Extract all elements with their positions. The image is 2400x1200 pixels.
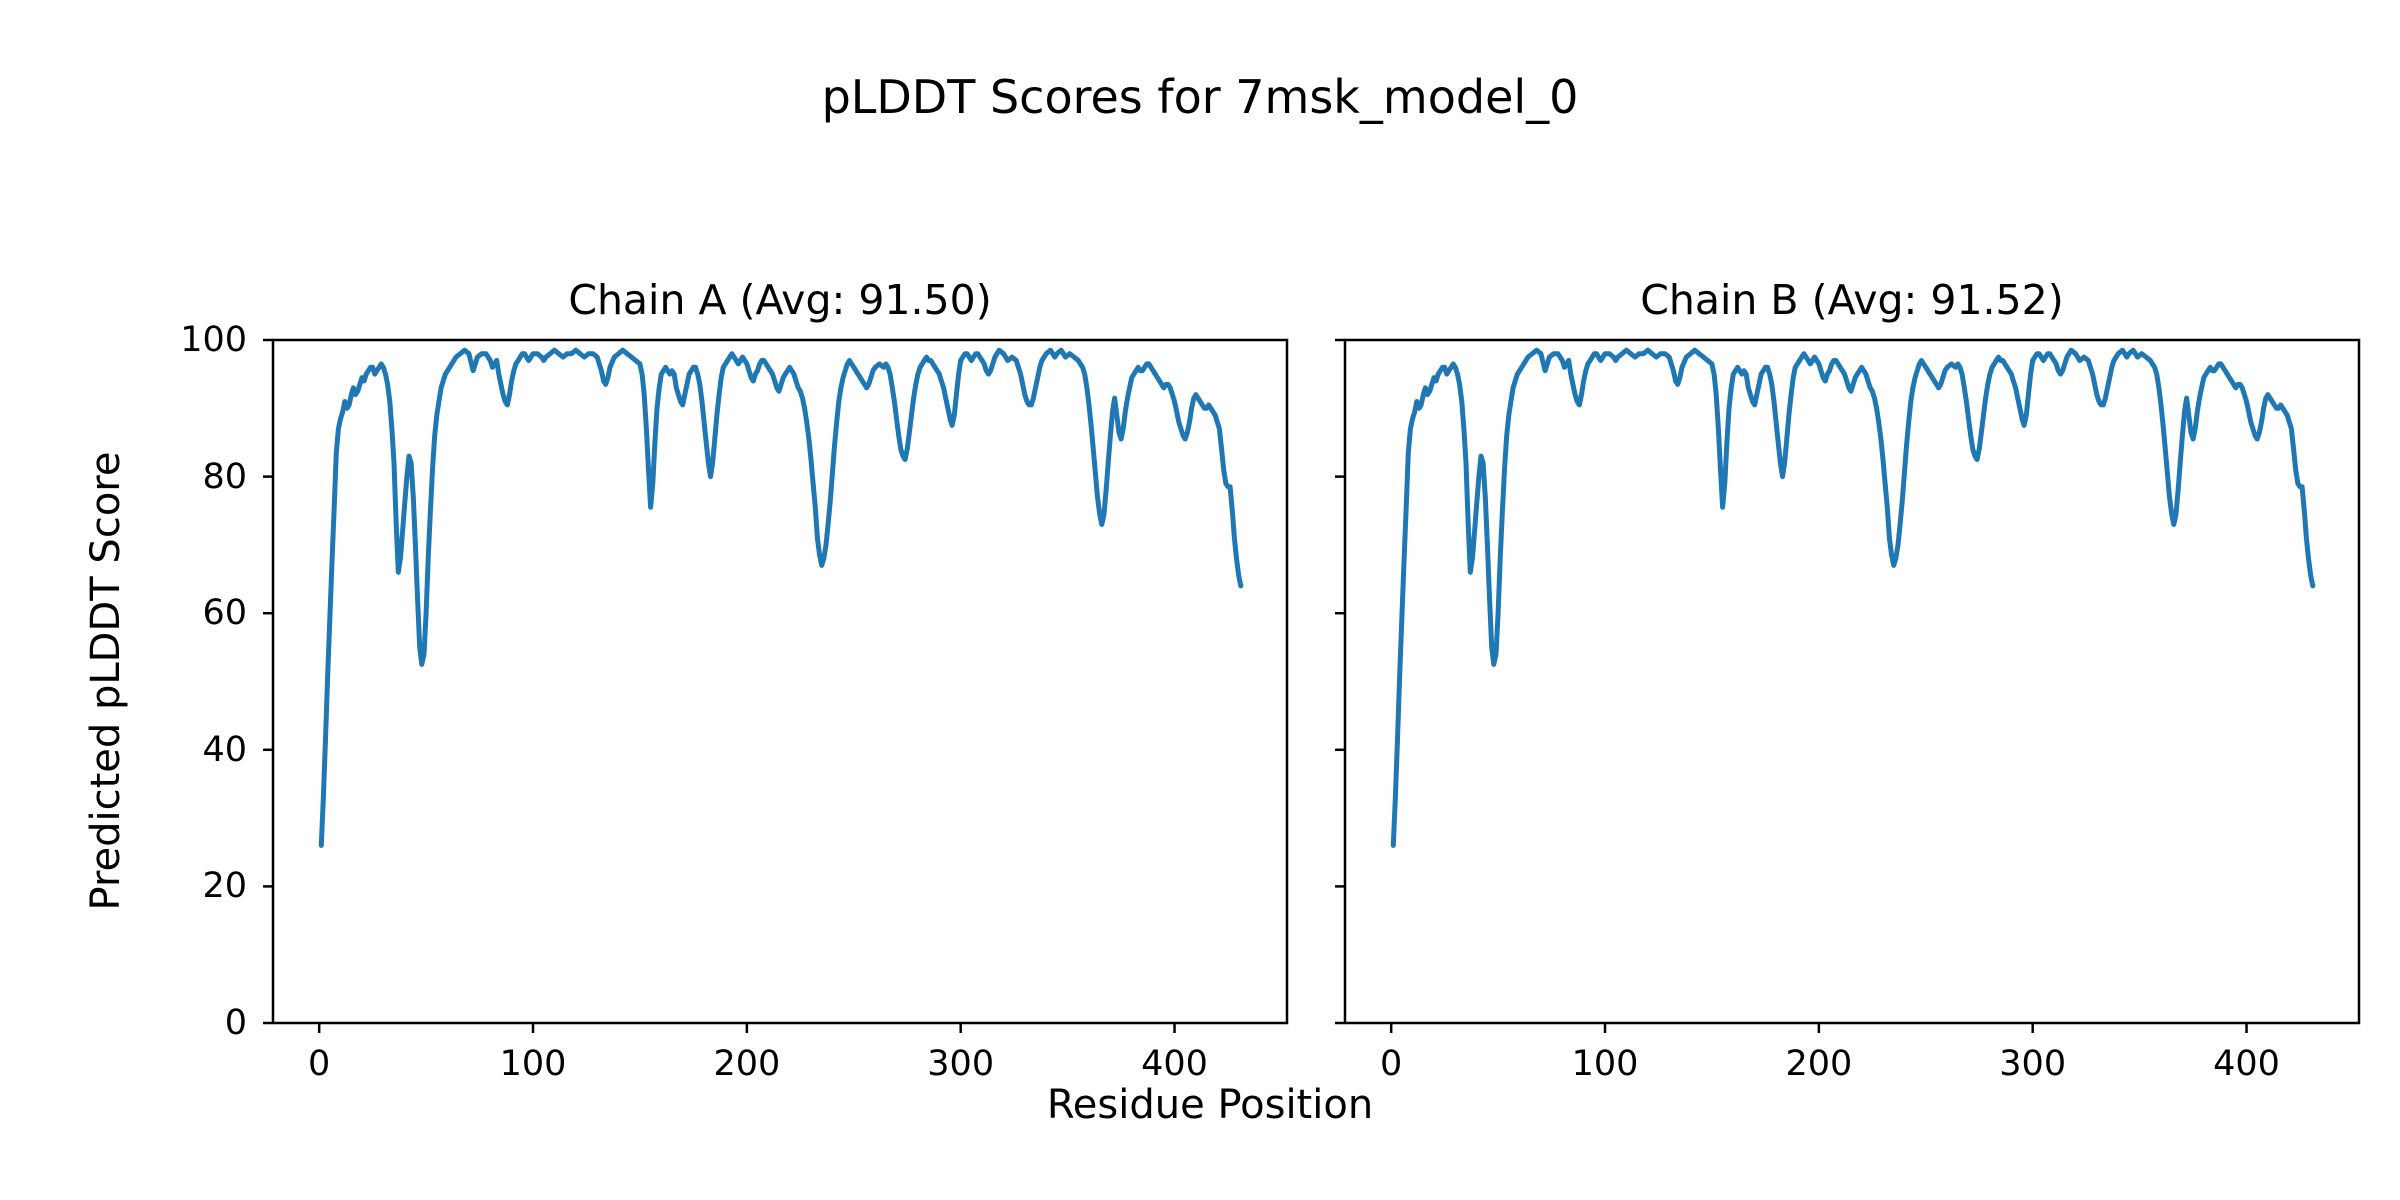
- y-tick-label: 60: [202, 593, 247, 634]
- chain-b-subplot: Chain B (Avg: 91.52) 0 100 200 300 400: [1335, 276, 2361, 1084]
- x-tick-label: 200: [1785, 1044, 1853, 1084]
- y-tick-label: 80: [202, 456, 247, 497]
- y-tick-label: 100: [180, 320, 247, 360]
- plddt-line: [318, 347, 1244, 848]
- axes-frame: [271, 338, 1289, 1025]
- chain-a-subplot: Chain A (Avg: 91.50) 0 100 200 300 400 0 20 40 6…: [180, 276, 1289, 1084]
- y-tick-label: 0: [224, 1003, 247, 1043]
- y-axis-label: Predicted pLDDT Score: [83, 451, 129, 911]
- chain-b-title: Chain B (Avg: 91.52): [1640, 276, 2064, 324]
- x-axis-label: Residue Position: [1046, 1082, 1374, 1128]
- plddt-line: [1390, 347, 2316, 848]
- chain-b-plot-area: [1335, 338, 2361, 1033]
- x-tick-label: 100: [499, 1044, 567, 1084]
- y-tick-label: 40: [202, 729, 247, 770]
- x-tick-label: 400: [1141, 1044, 1208, 1084]
- x-tick-label: 300: [927, 1044, 995, 1084]
- x-tick-label: 100: [1571, 1044, 1639, 1084]
- x-tick-label: 400: [2213, 1044, 2280, 1084]
- axes-frame: [1343, 338, 2361, 1025]
- chain-a-title: Chain A (Avg: 91.50): [568, 276, 992, 324]
- x-tick-label: 300: [1999, 1044, 2067, 1084]
- y-tick-label: 20: [202, 866, 247, 907]
- x-tick-label: 0: [1380, 1044, 1403, 1084]
- x-tick-label: 200: [713, 1044, 781, 1084]
- chain-a-plot-area: [263, 338, 1289, 1033]
- x-tick-label: 0: [308, 1044, 331, 1084]
- figure-title: pLDDT Scores for 7msk_model_0: [821, 70, 1579, 124]
